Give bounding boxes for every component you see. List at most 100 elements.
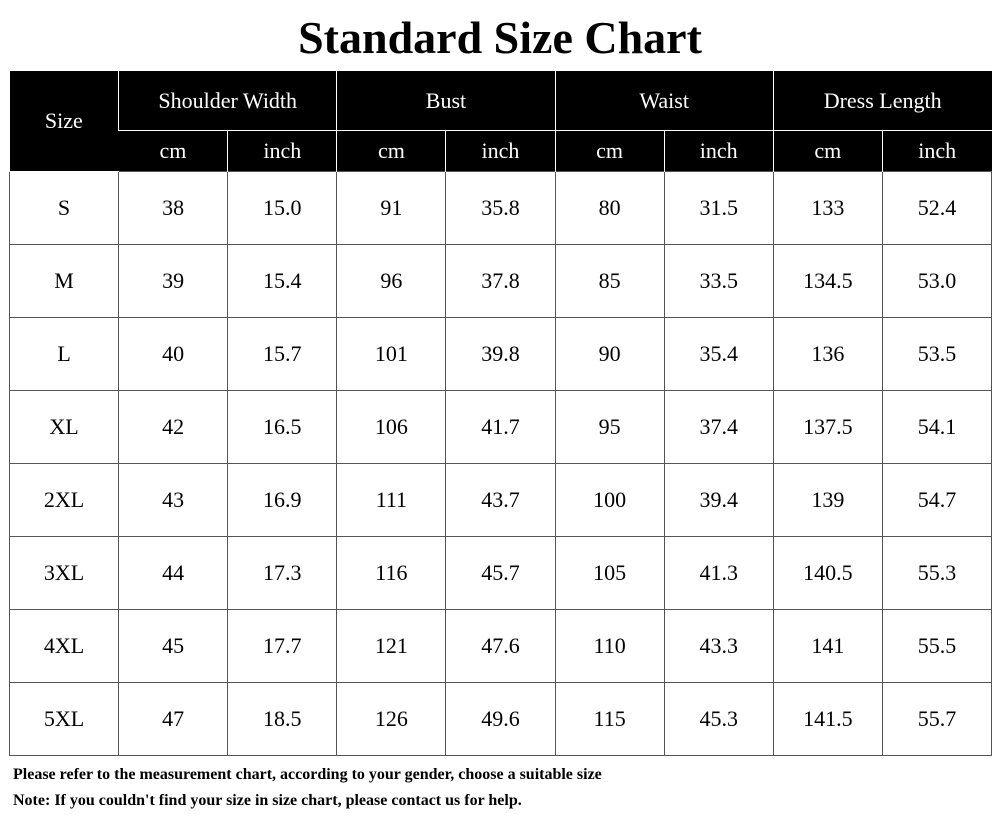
value-cell: 45.3 — [663, 682, 774, 756]
value-cell: 17.3 — [227, 536, 338, 610]
value-cell: 45 — [118, 609, 229, 683]
value-cell: 43.7 — [445, 463, 556, 537]
value-cell: 141.5 — [772, 682, 883, 756]
value-cell: 52.4 — [881, 171, 993, 245]
value-cell: 111 — [336, 463, 447, 537]
header-row: Size Shoulder Width Bust Waist Dress Length — [9, 71, 992, 172]
value-cell: 16.9 — [227, 463, 338, 537]
group-header: Waist — [554, 71, 774, 131]
notes: Please refer to the measurement chart, a… — [13, 762, 602, 814]
value-cell: 15.7 — [227, 317, 338, 391]
value-cell: 110 — [554, 609, 665, 683]
subheader-row: cm inch cm inch cm inch cm inch — [10, 130, 992, 172]
size-table: Size Shoulder Width Bust Waist Dress Length… — [8, 71, 993, 756]
note: Please refer to the measurement chart, a… — [13, 766, 602, 783]
group-header: Bust — [336, 71, 556, 131]
value-cell: 55.3 — [881, 536, 993, 610]
size-cell: L — [8, 317, 120, 391]
size-cell: 3XL — [8, 536, 120, 610]
size-header: Size — [9, 71, 119, 172]
unit-header: cm — [772, 130, 883, 172]
table-row: XL 42 16.5 106 41.7 95 37.4 137.5 54.1 — [8, 390, 993, 464]
value-cell: 53.5 — [881, 317, 993, 391]
value-cell: 85 — [554, 244, 665, 318]
value-cell: 35.4 — [663, 317, 774, 391]
value-cell: 53.0 — [881, 244, 993, 318]
value-cell: 33.5 — [663, 244, 774, 318]
value-cell: 15.0 — [227, 171, 338, 245]
unit-header: inch — [881, 130, 992, 172]
table-row: 5XL 47 18.5 126 49.6 115 45.3 141.5 55.7 — [8, 682, 993, 756]
table-row: S 38 15.0 91 35.8 80 31.5 133 52.4 — [8, 171, 993, 245]
value-cell: 40 — [118, 317, 229, 391]
table-row: M 39 15.4 96 37.8 85 33.5 134.5 53.0 — [8, 244, 993, 318]
value-cell: 55.5 — [881, 609, 993, 683]
table-row: 2XL 43 16.9 111 43.7 100 39.4 139 54.7 — [8, 463, 993, 537]
value-cell: 115 — [554, 682, 665, 756]
value-cell: 39.4 — [663, 463, 774, 537]
value-cell: 121 — [336, 609, 447, 683]
table-row: 4XL 45 17.7 121 47.6 110 43.3 141 55.5 — [8, 609, 993, 683]
value-cell: 100 — [554, 463, 665, 537]
title: Standard Size Chart — [298, 12, 702, 63]
value-cell: 15.4 — [227, 244, 338, 318]
value-cell: 134.5 — [772, 244, 883, 318]
value-cell: 80 — [554, 171, 665, 245]
table-row: 3XL 44 17.3 116 45.7 105 41.3 140.5 55.3 — [8, 536, 993, 610]
value-cell: 54.7 — [881, 463, 993, 537]
unit-header: cm — [336, 130, 446, 172]
value-cell: 54.1 — [881, 390, 993, 464]
value-cell: 136 — [772, 317, 883, 391]
value-cell: 37.4 — [663, 390, 774, 464]
value-cell: 39 — [118, 244, 229, 318]
value-cell: 49.6 — [445, 682, 556, 756]
unit-header: inch — [227, 130, 337, 172]
value-cell: 17.7 — [227, 609, 338, 683]
size-cell: XL — [8, 390, 120, 464]
size-cell: 4XL — [8, 609, 120, 683]
value-cell: 105 — [554, 536, 665, 610]
size-cell: 2XL — [8, 463, 120, 537]
value-cell: 47.6 — [445, 609, 556, 683]
value-cell: 45.7 — [445, 536, 556, 610]
table-body: S 38 15.0 91 35.8 80 31.5 133 52.4 M 39 15.4 96 37.8 8… — [8, 171, 993, 756]
value-cell: 38 — [118, 171, 229, 245]
value-cell: 141 — [772, 609, 883, 683]
value-cell: 37.8 — [445, 244, 556, 318]
size-cell: 5XL — [8, 682, 120, 756]
value-cell: 35.8 — [445, 171, 556, 245]
value-cell: 126 — [336, 682, 447, 756]
note: Note: If you couldn't find your size in … — [13, 792, 522, 809]
value-cell: 137.5 — [772, 390, 883, 464]
value-cell: 91 — [336, 171, 447, 245]
value-cell: 39.8 — [445, 317, 556, 391]
size-cell: M — [8, 244, 120, 318]
value-cell: 41.3 — [663, 536, 774, 610]
unit-header: inch — [445, 130, 556, 172]
value-cell: 18.5 — [227, 682, 338, 756]
value-cell: 43.3 — [663, 609, 774, 683]
value-cell: 42 — [118, 390, 229, 464]
unit-header: cm — [118, 130, 228, 172]
value-cell: 139 — [772, 463, 883, 537]
group-header: Shoulder Width — [118, 71, 337, 131]
value-cell: 41.7 — [445, 390, 556, 464]
value-cell: 140.5 — [772, 536, 883, 610]
unit-header: inch — [663, 130, 774, 172]
table-row: L 40 15.7 101 39.8 90 35.4 136 53.5 — [8, 317, 993, 391]
value-cell: 106 — [336, 390, 447, 464]
value-cell: 43 — [118, 463, 229, 537]
value-cell: 47 — [118, 682, 229, 756]
value-cell: 116 — [336, 536, 447, 610]
value-cell: 55.7 — [881, 682, 993, 756]
value-cell: 31.5 — [663, 171, 774, 245]
value-cell: 133 — [772, 171, 883, 245]
size-cell: S — [8, 171, 120, 245]
value-cell: 44 — [118, 536, 229, 610]
value-cell: 96 — [336, 244, 447, 318]
value-cell: 16.5 — [227, 390, 338, 464]
unit-header: cm — [554, 130, 665, 172]
value-cell: 90 — [554, 317, 665, 391]
value-cell: 95 — [554, 390, 665, 464]
